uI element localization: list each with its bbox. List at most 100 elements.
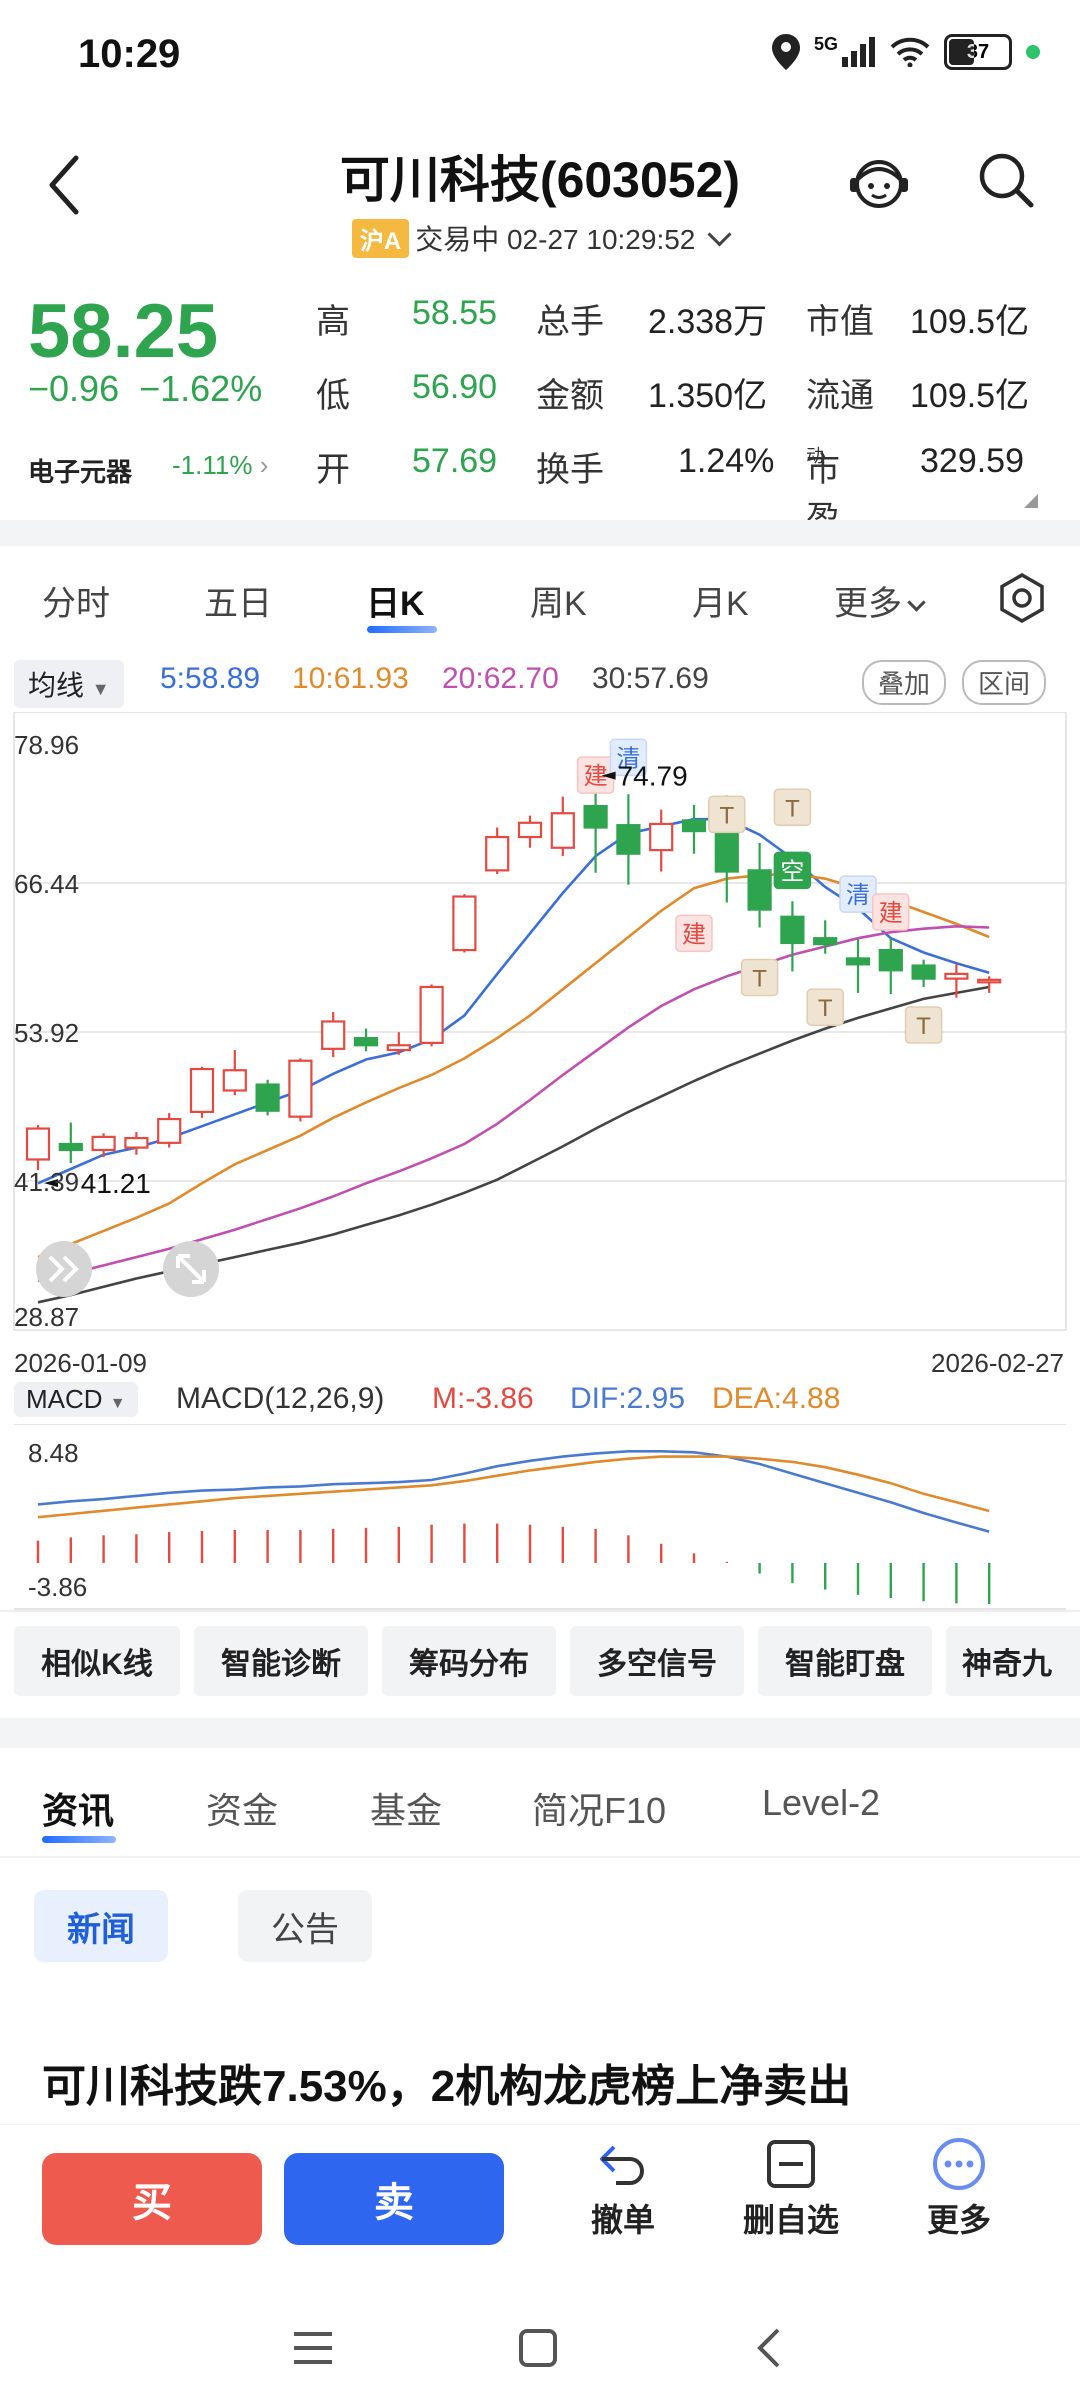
dea-line xyxy=(37,1455,990,1519)
fast-forward-button[interactable] xyxy=(36,1241,92,1297)
candle-body xyxy=(878,948,903,972)
cancel-order-button[interactable]: 撤单 xyxy=(558,2137,688,2241)
candle-down xyxy=(583,783,608,873)
tool-bull-bear-signal[interactable]: 多空信号 xyxy=(570,1626,744,1696)
tab-capital[interactable]: 资金 xyxy=(206,1790,279,1831)
trade-marker: 建 xyxy=(675,914,713,953)
expand-corner-icon[interactable] xyxy=(1024,494,1038,508)
macd-select[interactable]: MACD ▼ xyxy=(14,1382,138,1417)
back-arrow-icon[interactable] xyxy=(40,150,90,220)
candle-body xyxy=(25,1127,51,1161)
sector-change[interactable]: -1.11% › xyxy=(172,450,269,480)
tool-magic-nine[interactable]: 神奇九 xyxy=(946,1626,1080,1696)
tool-similar-kline[interactable]: 相似K线 xyxy=(14,1626,180,1696)
chart-grid xyxy=(13,712,1067,1331)
home-icon[interactable] xyxy=(518,2328,558,2368)
settings-hexagon-icon[interactable] xyxy=(996,572,1048,624)
trade-marker: 空 xyxy=(773,851,812,890)
tab-fund[interactable]: 基金 xyxy=(370,1790,443,1831)
tab-more[interactable]: 更多 xyxy=(834,576,926,625)
macd-chart[interactable]: 8.48 -3.86 xyxy=(0,1424,1080,1610)
tab-level2[interactable]: Level-2 xyxy=(762,1782,881,1823)
tab-daily-k[interactable]: 日K xyxy=(366,585,425,623)
candle-body xyxy=(222,1069,247,1092)
candle-up xyxy=(977,976,1002,993)
search-icon[interactable] xyxy=(976,150,1036,210)
marker-label: 建 xyxy=(879,900,903,927)
status-icons: 5G 37 xyxy=(771,33,1040,70)
section-divider xyxy=(0,520,1080,546)
tab-intraday[interactable]: 分时 xyxy=(42,585,110,623)
tab-monthly-k[interactable]: 月K xyxy=(692,585,749,623)
marker-label: 建 xyxy=(584,763,608,790)
tab-five-day[interactable]: 五日 xyxy=(204,585,272,623)
more-button[interactable]: 更多 xyxy=(894,2137,1024,2241)
macd-legend: MACD ▼ MACD(12,26,9) M:-3.86 DIF:2.95 DE… xyxy=(0,1378,1080,1428)
network-type: 5G xyxy=(813,33,838,54)
candle-up xyxy=(386,1032,411,1055)
candle-body xyxy=(288,1059,313,1118)
candle-body xyxy=(321,1020,346,1050)
candle-body xyxy=(845,957,871,966)
candle-body xyxy=(157,1117,182,1144)
candle-body xyxy=(780,915,805,945)
wifi-icon xyxy=(890,37,930,67)
indicator-select[interactable]: 均线 ▼ xyxy=(14,660,124,708)
tool-smart-watch[interactable]: 智能盯盘 xyxy=(758,1626,932,1696)
low-annotation: 41.21 xyxy=(81,1168,151,1199)
news-headline[interactable]: 可川科技跌7.53%，2机构龙虎榜上净卖出 xyxy=(42,2062,852,2111)
candle-body xyxy=(189,1067,215,1113)
marker-box xyxy=(904,1006,943,1044)
tab-f10[interactable]: 简况F10 xyxy=(532,1790,667,1831)
tab-weekly-k[interactable]: 周K xyxy=(530,585,587,623)
menu-icon[interactable] xyxy=(292,2330,334,2366)
trade-bar: 买 卖 撤单 删自选 更多 xyxy=(0,2124,1080,2295)
candle-body xyxy=(353,1037,379,1047)
ma20-value: 20:62.70 xyxy=(442,662,559,695)
subtab-news[interactable]: 新闻 xyxy=(34,1890,168,1962)
trade-marker: 建 xyxy=(872,893,910,931)
candle-body xyxy=(747,869,772,911)
marker-box xyxy=(675,914,713,953)
assistant-robot-icon[interactable] xyxy=(848,150,910,212)
remove-watchlist-button[interactable]: 删自选 xyxy=(726,2137,856,2241)
divider xyxy=(0,1610,1080,1612)
marker-label: T xyxy=(719,802,734,829)
candle-body xyxy=(616,824,641,855)
expand-chart-button[interactable] xyxy=(163,1241,219,1297)
recording-dot xyxy=(1026,45,1040,59)
candle-body xyxy=(944,972,969,980)
remove-watchlist-icon xyxy=(767,2140,815,2188)
battery-icon: 37 xyxy=(944,34,1012,70)
buy-button[interactable]: 买 xyxy=(42,2153,262,2245)
sell-button[interactable]: 卖 xyxy=(284,2153,504,2245)
ma5-value: 5:58.89 xyxy=(160,662,261,695)
candle-body xyxy=(91,1135,116,1152)
sector-name[interactable]: 电子元器 xyxy=(28,457,133,487)
macd-dif: DIF:2.95 xyxy=(570,1382,686,1415)
tab-news-info[interactable]: 资讯 xyxy=(42,1790,115,1831)
market-status-line[interactable]: 沪A 交易中 02-27 10:29:52 xyxy=(0,218,1080,258)
tool-smart-diagnosis[interactable]: 智能诊断 xyxy=(194,1626,368,1696)
kline-tabs: 分时 五日 日K 周K 月K 更多 xyxy=(0,556,1080,642)
macd-label: MACD(12,26,9) xyxy=(176,1382,385,1415)
trade-marker: T xyxy=(806,988,844,1026)
y-axis-label: 28.87 xyxy=(14,1302,79,1332)
overlay-button[interactable]: 叠加 xyxy=(862,660,947,705)
subtab-announcement[interactable]: 公告 xyxy=(238,1890,372,1962)
nav-back-icon[interactable] xyxy=(752,2326,784,2370)
active-tab-indicator xyxy=(367,626,437,633)
y-axis-labels: 78.96 66.44 53.92 41.39 28.87 xyxy=(14,730,79,1332)
tool-chip-distribution[interactable]: 筹码分布 xyxy=(382,1626,556,1696)
range-button[interactable]: 区间 xyxy=(962,660,1047,705)
candle-up xyxy=(189,1066,215,1118)
candle-down xyxy=(747,842,772,928)
candle-body xyxy=(452,895,477,952)
candle-up xyxy=(124,1132,149,1155)
candle-up xyxy=(157,1113,182,1148)
ma-line-ma10 xyxy=(37,872,990,1259)
marker-label: T xyxy=(785,795,800,822)
candle-body xyxy=(124,1136,149,1149)
chevron-down-icon xyxy=(907,593,926,612)
